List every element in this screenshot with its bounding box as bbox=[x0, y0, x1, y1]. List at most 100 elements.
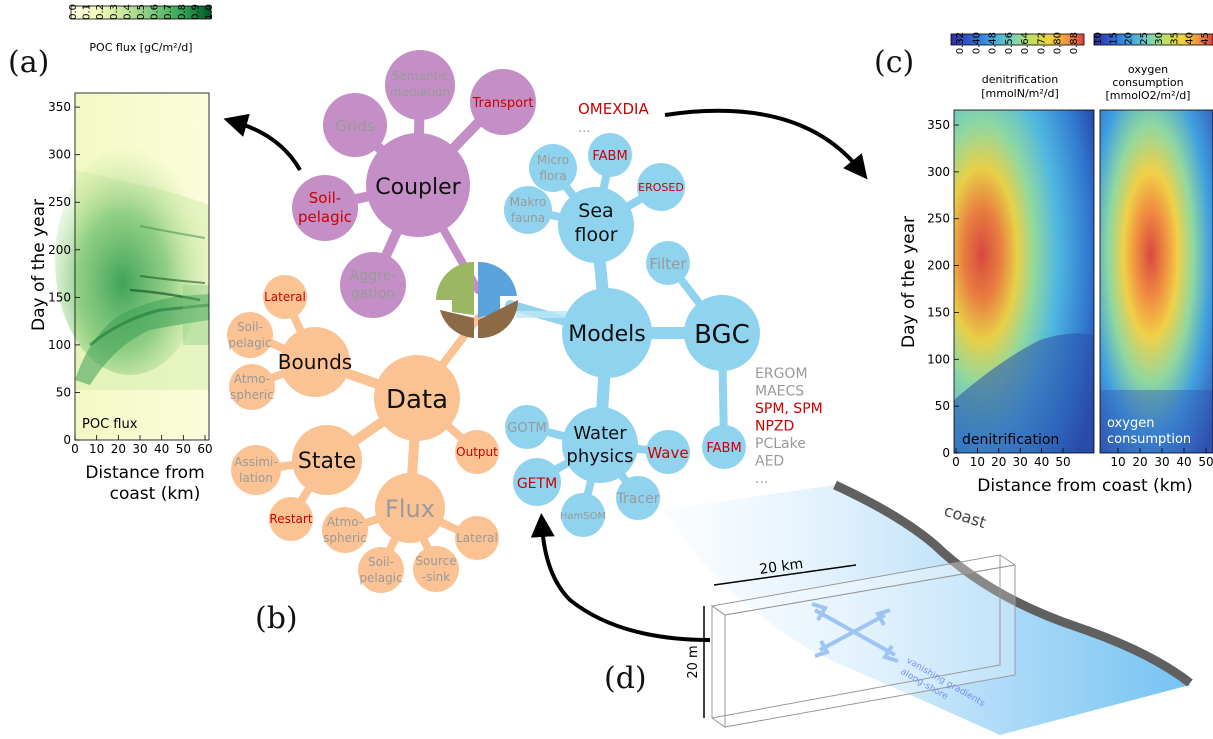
gradient-arrows-icon bbox=[811, 602, 899, 663]
label-flux: Flux bbox=[385, 495, 435, 523]
oxy-cb-tick-3: 25 bbox=[1139, 32, 1150, 45]
bgc-list-item-6: ... bbox=[755, 471, 768, 487]
depth-label: 20 m bbox=[686, 645, 701, 678]
c-xl-tick-3: 30 bbox=[1013, 455, 1028, 469]
label-soil-pelagic-b1: Soil- bbox=[237, 320, 263, 334]
flow-arrows bbox=[223, 108, 868, 642]
denitrification-colorbar-ticks: 0.32 0.40 0.48 0.56 0.64 0.72 0.80 0.88 bbox=[955, 32, 1080, 54]
oxy-cb-tick-7: 45 bbox=[1200, 32, 1211, 45]
node-semantic-mediation bbox=[385, 50, 455, 120]
node-bgc bbox=[684, 295, 760, 371]
panel-label-b: (b) bbox=[255, 601, 298, 636]
node-source-sink bbox=[413, 546, 459, 592]
width-label: 20 km bbox=[758, 556, 804, 578]
node-coupler bbox=[366, 133, 470, 237]
bgc-list-item-0: ERGOM bbox=[755, 366, 808, 382]
label-microflora-2: flora bbox=[539, 169, 566, 183]
c-xl-tick-1: 10 bbox=[970, 455, 985, 469]
label-tracer: Tracer bbox=[616, 491, 660, 507]
node-grids bbox=[323, 93, 387, 157]
poc-cb-tick-6: 0.6 bbox=[150, 4, 161, 20]
arrow-to-panel-a bbox=[223, 113, 302, 171]
oxygen-cb-label-2: consumption bbox=[1112, 76, 1183, 89]
model-box bbox=[710, 554, 1017, 728]
node-models bbox=[562, 288, 652, 378]
label-transport: Transport bbox=[471, 96, 533, 111]
node-transport bbox=[470, 69, 536, 135]
c-y-tick-1: 50 bbox=[935, 399, 950, 413]
label-semantic-2: mediation bbox=[390, 85, 450, 99]
poc-cb-tick-10: 1.0 bbox=[204, 4, 215, 20]
label-assimilation-2: lation bbox=[239, 471, 273, 485]
denitrification-x-ticks: 0 10 20 30 40 50 bbox=[952, 448, 1071, 469]
poc-cb-tick-4: 0.4 bbox=[122, 4, 133, 20]
c-y-tick-5: 250 bbox=[927, 212, 950, 226]
poc-y-ticks: 0 50 100 150 200 250 300 350 bbox=[48, 100, 80, 447]
poc-x-ticks: 0 10 20 30 40 50 60 bbox=[71, 435, 213, 456]
bgc-list-item-4: PCLake bbox=[755, 436, 806, 452]
label-output: Output bbox=[456, 445, 498, 459]
denit-cb-tick-4: 0.64 bbox=[1020, 32, 1031, 54]
label-filter: Filter bbox=[649, 255, 687, 273]
label-soil-pelagic-c1: Soil- bbox=[309, 189, 341, 207]
node-flux bbox=[375, 473, 445, 543]
label-soil-pelagic-f1: Soil- bbox=[368, 555, 394, 569]
poc-heatmap bbox=[55, 93, 210, 440]
poc-colorbar-label: POC flux [gC/m²/d] bbox=[89, 41, 192, 54]
poc-y-tick-4: 200 bbox=[48, 243, 71, 257]
node-lateral-bounds bbox=[263, 275, 307, 319]
c-xr-tick-3: 40 bbox=[1176, 455, 1191, 469]
poc-cb-tick-0: 0.0 bbox=[68, 4, 79, 20]
oxy-cb-tick-5: 35 bbox=[1169, 32, 1180, 45]
poc-x-tick-3: 30 bbox=[132, 442, 147, 456]
poc-y-tick-5: 250 bbox=[48, 195, 71, 209]
poc-cb-tick-3: 0.3 bbox=[109, 4, 120, 20]
node-tracer bbox=[616, 476, 660, 520]
label-erosed: EROSED bbox=[638, 181, 684, 194]
label-omexdia: OMEXDIA bbox=[578, 100, 649, 118]
poc-y-tick-2: 100 bbox=[48, 338, 71, 352]
poc-cb-tick-8: 0.8 bbox=[177, 4, 188, 20]
denitrification-inset-label: denitrification bbox=[962, 432, 1059, 448]
poc-y-axis-label: Day of the year bbox=[29, 199, 49, 331]
label-atmospheric-b2: spheric bbox=[230, 388, 274, 402]
denitrification-frame bbox=[953, 109, 1095, 454]
node-fabm-bgc bbox=[702, 425, 746, 469]
node-wave bbox=[646, 430, 690, 474]
data-cluster bbox=[227, 275, 499, 593]
node-assimilation bbox=[231, 445, 281, 495]
poc-cb-tick-9: 0.9 bbox=[190, 4, 201, 20]
oxygen-cb-label-1: oxygen bbox=[1128, 63, 1168, 76]
label-seafloor-1: Sea bbox=[578, 200, 613, 222]
models-cluster bbox=[504, 133, 760, 537]
panel-d: coast 20 km 20 m vanishing gradients alo… bbox=[604, 480, 1193, 735]
node-lateral-flux bbox=[455, 516, 499, 560]
poc-y-tick-1: 50 bbox=[56, 385, 71, 399]
panel-c: (c) 0.32 0.40 0.48 0.56 0.64 0.72 0.80 0.88 10 1… bbox=[874, 32, 1213, 496]
node-soil-pelagic-bounds bbox=[227, 312, 273, 358]
c-y-tick-2: 100 bbox=[927, 352, 950, 366]
center-logo-icon bbox=[436, 261, 519, 339]
node-atmospheric-flux bbox=[322, 507, 368, 553]
denitrification-cb-label-2: [mmolN/m²/d] bbox=[981, 87, 1059, 100]
bgc-list-item-3: NPZD bbox=[755, 419, 794, 435]
poc-y-tick-0: 0 bbox=[63, 433, 71, 447]
c-y-tick-7: 350 bbox=[927, 118, 950, 132]
poc-x-tick-0: 0 bbox=[71, 442, 79, 456]
label-models: Models bbox=[568, 322, 646, 347]
label-omexdia-more: ... bbox=[578, 121, 590, 136]
label-water-physics-2: physics bbox=[566, 446, 633, 467]
label-microflora-1: Micro bbox=[537, 153, 569, 167]
poc-x-tick-4: 40 bbox=[154, 442, 169, 456]
label-grids: Grids bbox=[335, 117, 374, 135]
node-soil-pelagic-coupler bbox=[292, 175, 358, 241]
label-semantic-1: Semantic bbox=[392, 69, 448, 83]
label-assimilation-1: Assimi- bbox=[234, 455, 277, 469]
sea-area bbox=[660, 485, 1190, 735]
poc-cb-tick-5: 0.5 bbox=[136, 4, 147, 20]
poc-x-tick-2: 20 bbox=[111, 442, 126, 456]
poc-x-axis-label-2: coast (km) bbox=[110, 484, 201, 504]
c-xr-tick-4: 50 bbox=[1198, 455, 1213, 469]
c-xl-tick-0: 0 bbox=[952, 455, 960, 469]
